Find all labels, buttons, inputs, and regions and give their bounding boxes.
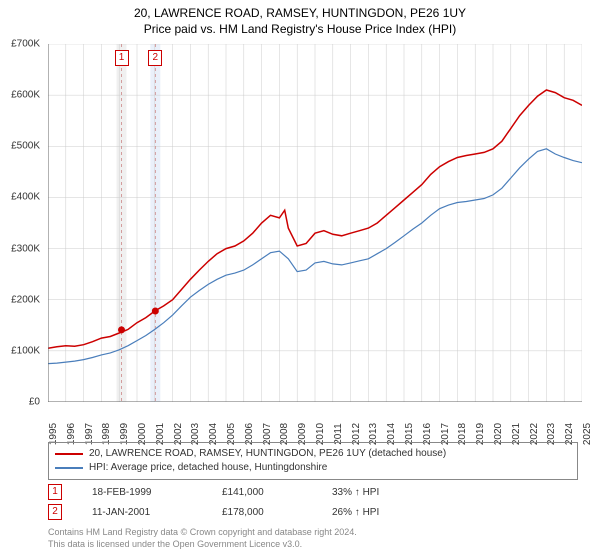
sale-date: 11-JAN-2001 — [92, 507, 222, 518]
y-tick-label: £0 — [29, 397, 40, 408]
x-tick-label: 2025 — [582, 423, 593, 445]
sale-price: £178,000 — [222, 507, 332, 518]
footer-line1: Contains HM Land Registry data © Crown c… — [48, 526, 357, 538]
sale-marker-box: 2 — [148, 50, 162, 66]
legend-box: 20, LAWRENCE ROAD, RAMSEY, HUNTINGDON, P… — [48, 442, 578, 480]
sale-diff: 26% ↑ HPI — [332, 507, 442, 518]
x-axis-labels: 1995199619971998199920002001200220032004… — [48, 404, 582, 440]
legend-label: HPI: Average price, detached house, Hunt… — [89, 461, 327, 475]
y-tick-label: £300K — [11, 243, 40, 254]
sale-row-marker: 1 — [48, 484, 62, 500]
legend-row: 20, LAWRENCE ROAD, RAMSEY, HUNTINGDON, P… — [55, 447, 571, 461]
y-tick-label: £200K — [11, 294, 40, 305]
sale-price: £141,000 — [222, 487, 332, 498]
y-axis-labels: £0£100K£200K£300K£400K£500K£600K£700K — [0, 44, 44, 402]
sales-table: 1 18-FEB-1999£141,00033% ↑ HPI 2 11-JAN-200… — [48, 482, 578, 522]
y-tick-label: £600K — [11, 90, 40, 101]
sale-date: 18-FEB-1999 — [92, 487, 222, 498]
legend-swatch — [55, 453, 83, 455]
sale-row: 1 18-FEB-1999£141,00033% ↑ HPI — [48, 482, 578, 502]
y-tick-label: £700K — [11, 39, 40, 50]
sale-diff: 33% ↑ HPI — [332, 487, 442, 498]
title-subtitle: Price paid vs. HM Land Registry's House … — [0, 22, 600, 36]
title-block: 20, LAWRENCE ROAD, RAMSEY, HUNTINGDON, P… — [0, 0, 600, 36]
footer-text: Contains HM Land Registry data © Crown c… — [48, 526, 357, 550]
legend-label: 20, LAWRENCE ROAD, RAMSEY, HUNTINGDON, P… — [89, 447, 446, 461]
chart-svg — [48, 44, 582, 402]
y-tick-label: £400K — [11, 192, 40, 203]
legend-swatch — [55, 467, 83, 469]
chart-area: 12 — [48, 44, 582, 402]
sale-row-marker: 2 — [48, 504, 62, 520]
title-address: 20, LAWRENCE ROAD, RAMSEY, HUNTINGDON, P… — [0, 6, 600, 20]
y-tick-label: £500K — [11, 141, 40, 152]
sale-marker-box: 1 — [115, 50, 129, 66]
legend-row: HPI: Average price, detached house, Hunt… — [55, 461, 571, 475]
chart-container: 20, LAWRENCE ROAD, RAMSEY, HUNTINGDON, P… — [0, 0, 600, 560]
footer-line2: This data is licensed under the Open Gov… — [48, 538, 357, 550]
sale-row: 2 11-JAN-2001£178,00026% ↑ HPI — [48, 502, 578, 522]
y-tick-label: £100K — [11, 345, 40, 356]
